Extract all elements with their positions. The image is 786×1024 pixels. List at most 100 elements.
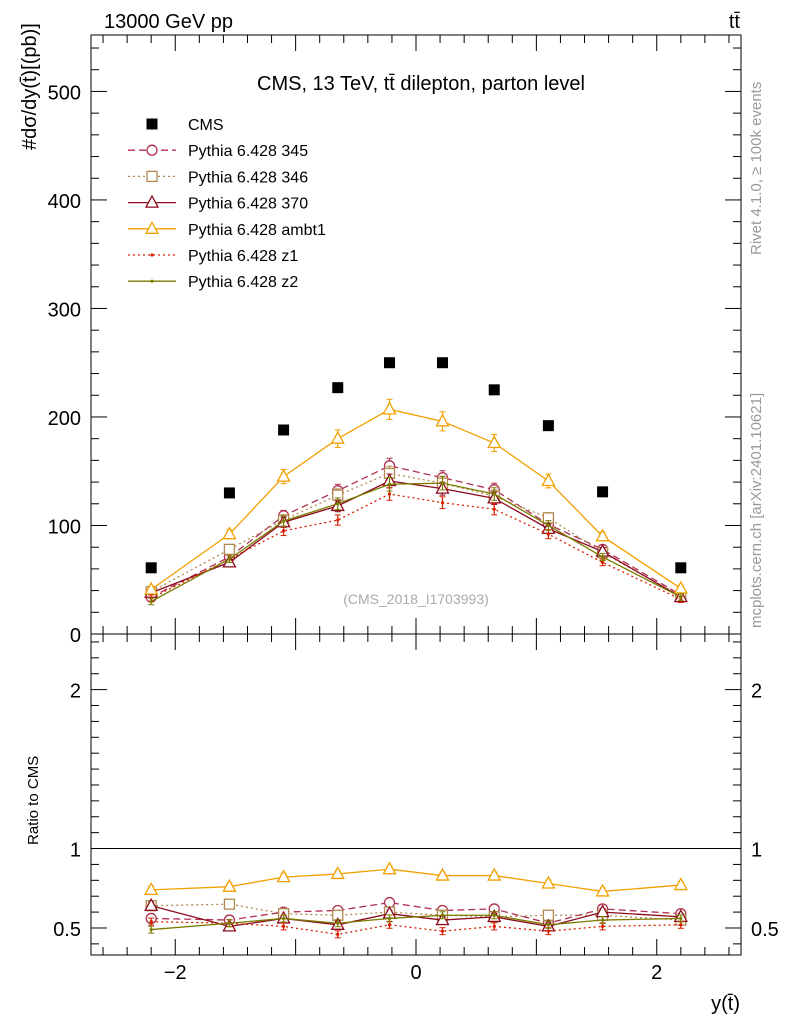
data-point bbox=[673, 580, 688, 594]
legend-marker bbox=[144, 194, 160, 208]
data-point bbox=[222, 526, 237, 540]
ratio-point bbox=[541, 875, 556, 889]
main-series bbox=[144, 357, 688, 606]
main-panel: 0 100 200 300 400 500 CMS, 13 TeV, tt̄ dilept… bbox=[19, 23, 742, 647]
data-point bbox=[330, 430, 345, 444]
data-point bbox=[281, 529, 286, 533]
data-point bbox=[281, 519, 286, 523]
ratio-point bbox=[440, 929, 445, 933]
x-tick-label: −2 bbox=[164, 962, 187, 984]
legend-label: Pythia 6.428 ambt1 bbox=[188, 222, 326, 239]
ratio-tick-label: 0.5 bbox=[53, 919, 81, 941]
data-point bbox=[595, 528, 610, 542]
series-line bbox=[150, 465, 682, 598]
y-tick-label: 0 bbox=[70, 625, 81, 647]
ratio-point bbox=[223, 898, 236, 910]
series-cms bbox=[145, 357, 687, 574]
series-pythia-6-428-z2 bbox=[148, 475, 684, 606]
rivet-label: Rivet 4.1.0, ≥ 100k events bbox=[748, 82, 765, 255]
ratio-line bbox=[151, 914, 681, 931]
data-point bbox=[223, 487, 235, 499]
data-point bbox=[278, 424, 290, 436]
ratio-point bbox=[222, 878, 237, 892]
data-point bbox=[492, 492, 496, 496]
legend-label: Pythia 6.428 345 bbox=[188, 143, 308, 160]
data-point bbox=[387, 482, 392, 486]
series-line bbox=[150, 482, 682, 603]
ratio-line bbox=[151, 868, 681, 893]
data-point bbox=[336, 518, 340, 522]
ratio-point bbox=[492, 924, 496, 928]
data-point bbox=[144, 581, 159, 595]
y-tick-label: 400 bbox=[48, 191, 81, 213]
data-point bbox=[542, 420, 554, 432]
data-point bbox=[227, 557, 232, 561]
data-point bbox=[488, 384, 500, 396]
series-line bbox=[150, 480, 682, 598]
ratio-point bbox=[330, 866, 345, 880]
data-point bbox=[145, 562, 157, 574]
ratio-point bbox=[487, 867, 502, 881]
data-point bbox=[600, 555, 605, 559]
ratio-pythia-6-428-z2 bbox=[148, 911, 684, 934]
ratio-point bbox=[144, 881, 159, 895]
data-point bbox=[223, 543, 236, 556]
ratio-point bbox=[679, 916, 683, 921]
data-point bbox=[487, 435, 502, 449]
data-point bbox=[387, 492, 392, 496]
ratio-tick-label: 1 bbox=[70, 840, 81, 862]
ratio-tick-label-right: 0.5 bbox=[751, 919, 779, 941]
ratio-point bbox=[382, 861, 397, 875]
data-point bbox=[546, 532, 551, 536]
series-line bbox=[150, 408, 682, 591]
x-tick-label: 2 bbox=[651, 962, 662, 984]
ratio-point bbox=[149, 927, 153, 932]
y-tick-label: 100 bbox=[48, 516, 81, 538]
legend-label: Pythia 6.428 370 bbox=[188, 196, 308, 213]
legend-marker bbox=[146, 144, 158, 156]
data-point bbox=[440, 501, 445, 505]
data-point bbox=[600, 560, 605, 564]
ratio-pythia-6-428-ambt1 bbox=[144, 861, 688, 897]
legend-marker bbox=[146, 170, 158, 183]
chart-title: CMS, 13 TeV, tt̄ dilepton, parton level bbox=[257, 73, 585, 95]
y-tick-label: 300 bbox=[48, 299, 81, 321]
ratio-tick-label-right: 2 bbox=[751, 681, 762, 703]
legend-marker bbox=[150, 279, 154, 283]
legend: CMS Pythia 6.428 345 Pythia 6.428 346 Pythi… bbox=[128, 117, 326, 291]
ratio-point bbox=[600, 924, 605, 928]
data-point bbox=[384, 357, 396, 369]
data-point bbox=[541, 473, 556, 487]
data-point bbox=[332, 382, 344, 394]
y-axis-label: #dσ/dy(t̄)[(pb)] bbox=[19, 23, 41, 150]
process-label: tt̄ bbox=[729, 11, 741, 33]
ratio-ticks: 0.5 0.5 1 1 2 2 −2 0 2 bbox=[53, 634, 779, 984]
ratio-point bbox=[435, 867, 450, 881]
ratio-point bbox=[336, 932, 340, 936]
ratio-point bbox=[546, 923, 551, 927]
legend-marker bbox=[146, 118, 158, 130]
legend-label: Pythia 6.428 346 bbox=[188, 169, 308, 186]
ratio-point bbox=[546, 929, 551, 933]
energy-label: 13000 GeV pp bbox=[104, 11, 233, 33]
main-ticks: 0 100 200 300 400 500 bbox=[48, 35, 741, 647]
data-point bbox=[382, 401, 397, 415]
data-point bbox=[436, 357, 448, 369]
legend-label: Pythia 6.428 z1 bbox=[188, 248, 298, 265]
ratio-series bbox=[144, 861, 688, 939]
data-point bbox=[276, 468, 291, 482]
data-point bbox=[546, 523, 551, 528]
ratio-point bbox=[679, 923, 683, 927]
data-point bbox=[149, 599, 153, 604]
data-point bbox=[675, 562, 687, 574]
legend-label: CMS bbox=[188, 117, 224, 134]
ratio-point bbox=[281, 924, 286, 928]
ratio-line bbox=[151, 901, 681, 924]
mcplots-label: mcplots.cern.ch [arXiv:2401.10621] bbox=[748, 393, 765, 628]
legend-label: Pythia 6.428 z2 bbox=[188, 274, 298, 291]
ratio-point bbox=[276, 869, 291, 883]
analysis-watermark: (CMS_2018_I1703993) bbox=[343, 591, 489, 607]
y-tick-label: 200 bbox=[48, 408, 81, 430]
ratio-point bbox=[387, 923, 392, 927]
ratio-point bbox=[144, 897, 159, 911]
